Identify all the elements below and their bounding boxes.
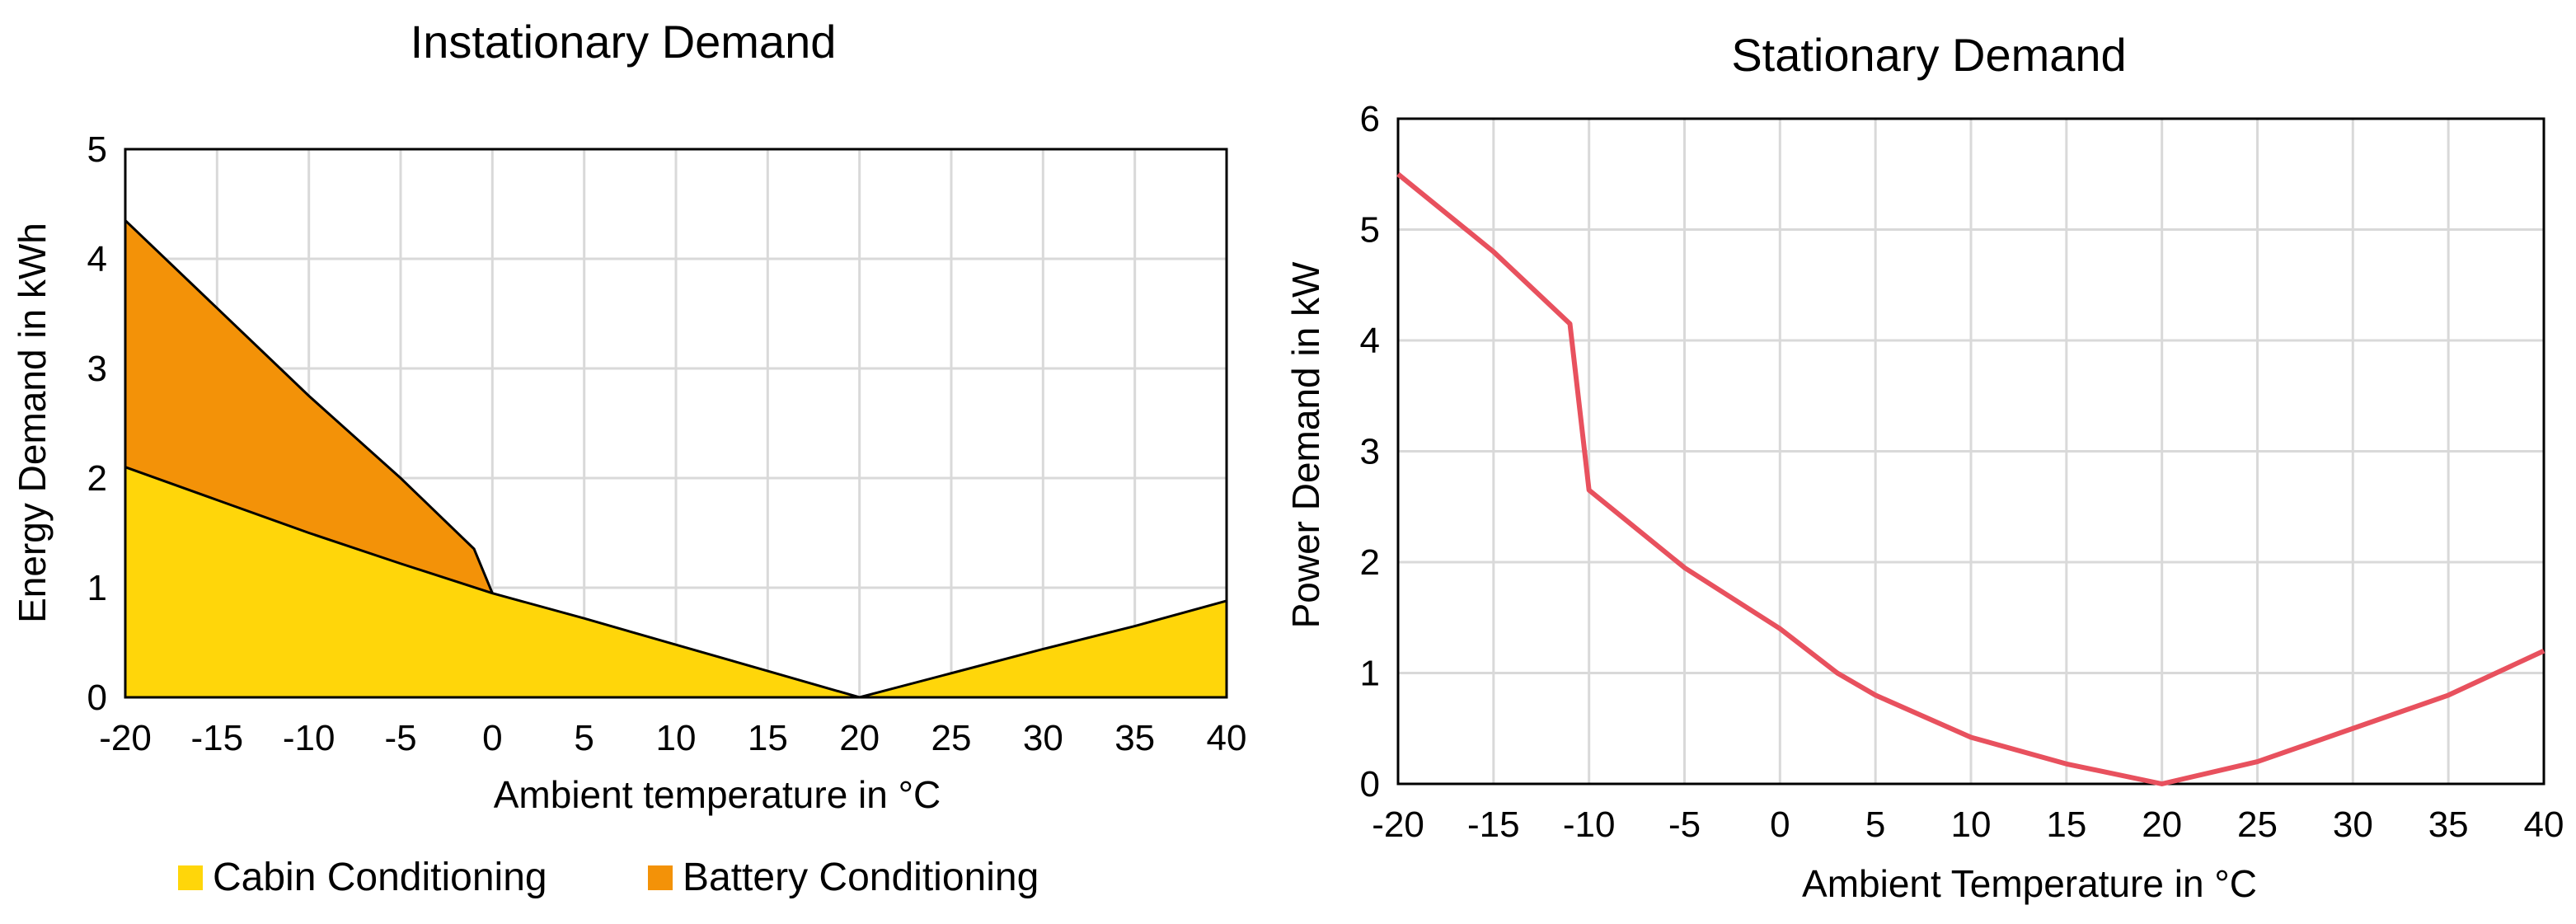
left-x-tick-label: 10 xyxy=(656,718,697,758)
right-x-tick-label: -15 xyxy=(1467,804,1520,845)
right-x-tick-label: 5 xyxy=(1865,804,1885,845)
instationary-chart: Instationary Demand -20 -15 -10 -5 0 5 10 15 20 2… xyxy=(11,16,1246,899)
right-plot-frame xyxy=(1396,117,2546,786)
right-y-tick-label: 2 xyxy=(1360,542,1380,583)
left-x-axis-label: Ambient temperature in °C xyxy=(494,773,941,816)
right-y-tick-label: 4 xyxy=(1360,321,1380,361)
left-x-tick-label: 0 xyxy=(482,718,502,758)
left-y-tick-label: 5 xyxy=(87,129,107,170)
left-chart-title: Instationary Demand xyxy=(411,16,837,68)
left-y-tick-label: 2 xyxy=(87,458,107,499)
right-y-tick-label: 5 xyxy=(1360,210,1380,251)
right-x-tick-label: -20 xyxy=(1372,804,1424,845)
right-y-tick-label: 0 xyxy=(1360,764,1380,804)
right-gridlines xyxy=(1396,117,2546,786)
right-x-tick-label: 10 xyxy=(1951,804,1992,845)
right-y-axis-label: Power Demand in kW xyxy=(1284,261,1327,628)
left-x-tick-label: 40 xyxy=(1207,718,1247,758)
cabin-conditioning-area xyxy=(125,467,1227,697)
right-x-tick-label: -10 xyxy=(1563,804,1616,845)
right-y-tick-label: 6 xyxy=(1360,99,1380,139)
left-x-tick-label: 25 xyxy=(931,718,972,758)
battery-conditioning-area xyxy=(125,220,493,593)
left-x-tick-label: 35 xyxy=(1114,718,1155,758)
left-x-tick-label: -5 xyxy=(384,718,416,758)
left-x-tick-label: 20 xyxy=(839,718,880,758)
right-x-tick-label: 25 xyxy=(2237,804,2278,845)
legend-swatch-cabin xyxy=(178,865,203,890)
legend-label-cabin: Cabin Conditioning xyxy=(213,856,547,899)
right-x-tick-label: 40 xyxy=(2524,804,2564,845)
right-x-ticks: -20 -15 -10 -5 0 5 10 15 20 25 30 35 40 xyxy=(1372,804,2564,845)
right-x-tick-label: 30 xyxy=(2333,804,2373,845)
right-chart-title: Stationary Demand xyxy=(1731,29,2126,81)
right-x-tick-label: 15 xyxy=(2046,804,2086,845)
left-x-ticks: -20 -15 -10 -5 0 5 10 15 20 25 30 35 40 xyxy=(99,718,1246,758)
right-x-tick-label: 0 xyxy=(1770,804,1790,845)
right-x-tick-label: 20 xyxy=(2142,804,2182,845)
cabin-conditioning-outline xyxy=(124,466,1227,699)
left-y-tick-label: 1 xyxy=(87,568,107,608)
left-legend: Cabin Conditioning Battery Conditioning xyxy=(178,856,1039,899)
left-x-tick-label: 15 xyxy=(748,718,788,758)
left-y-tick-label: 0 xyxy=(87,678,107,718)
left-y-tick-label: 3 xyxy=(87,349,107,389)
left-x-tick-label: 5 xyxy=(574,718,594,758)
stationary-demand-line xyxy=(1396,171,2546,786)
right-y-tick-label: 3 xyxy=(1360,432,1380,472)
left-x-tick-label: 30 xyxy=(1023,718,1063,758)
legend-label-battery: Battery Conditioning xyxy=(683,856,1039,899)
battery-conditioning-outline xyxy=(124,219,494,594)
left-plot-frame xyxy=(124,148,1228,699)
right-x-axis-label: Ambient Temperature in °C xyxy=(1802,862,2257,905)
right-x-tick-label: 35 xyxy=(2428,804,2469,845)
stationary-chart: Stationary Demand -20 -15 -10 -5 0 5 10 15 20 25 3… xyxy=(1284,29,2564,905)
left-y-tick-label: 4 xyxy=(87,239,107,279)
left-areas xyxy=(124,219,1227,699)
right-series xyxy=(1396,171,2546,786)
right-y-ticks: 0 1 2 3 4 5 6 xyxy=(1360,99,1380,804)
right-x-tick-label: -5 xyxy=(1668,804,1701,845)
right-y-tick-label: 1 xyxy=(1360,654,1380,694)
left-y-ticks: 0 1 2 3 4 5 xyxy=(87,129,107,718)
left-x-tick-label: -20 xyxy=(99,718,152,758)
left-x-tick-label: -15 xyxy=(191,718,244,758)
left-x-tick-label: -10 xyxy=(283,718,335,758)
left-y-axis-label: Energy Demand in kWh xyxy=(11,223,54,623)
legend-swatch-battery xyxy=(648,865,673,890)
